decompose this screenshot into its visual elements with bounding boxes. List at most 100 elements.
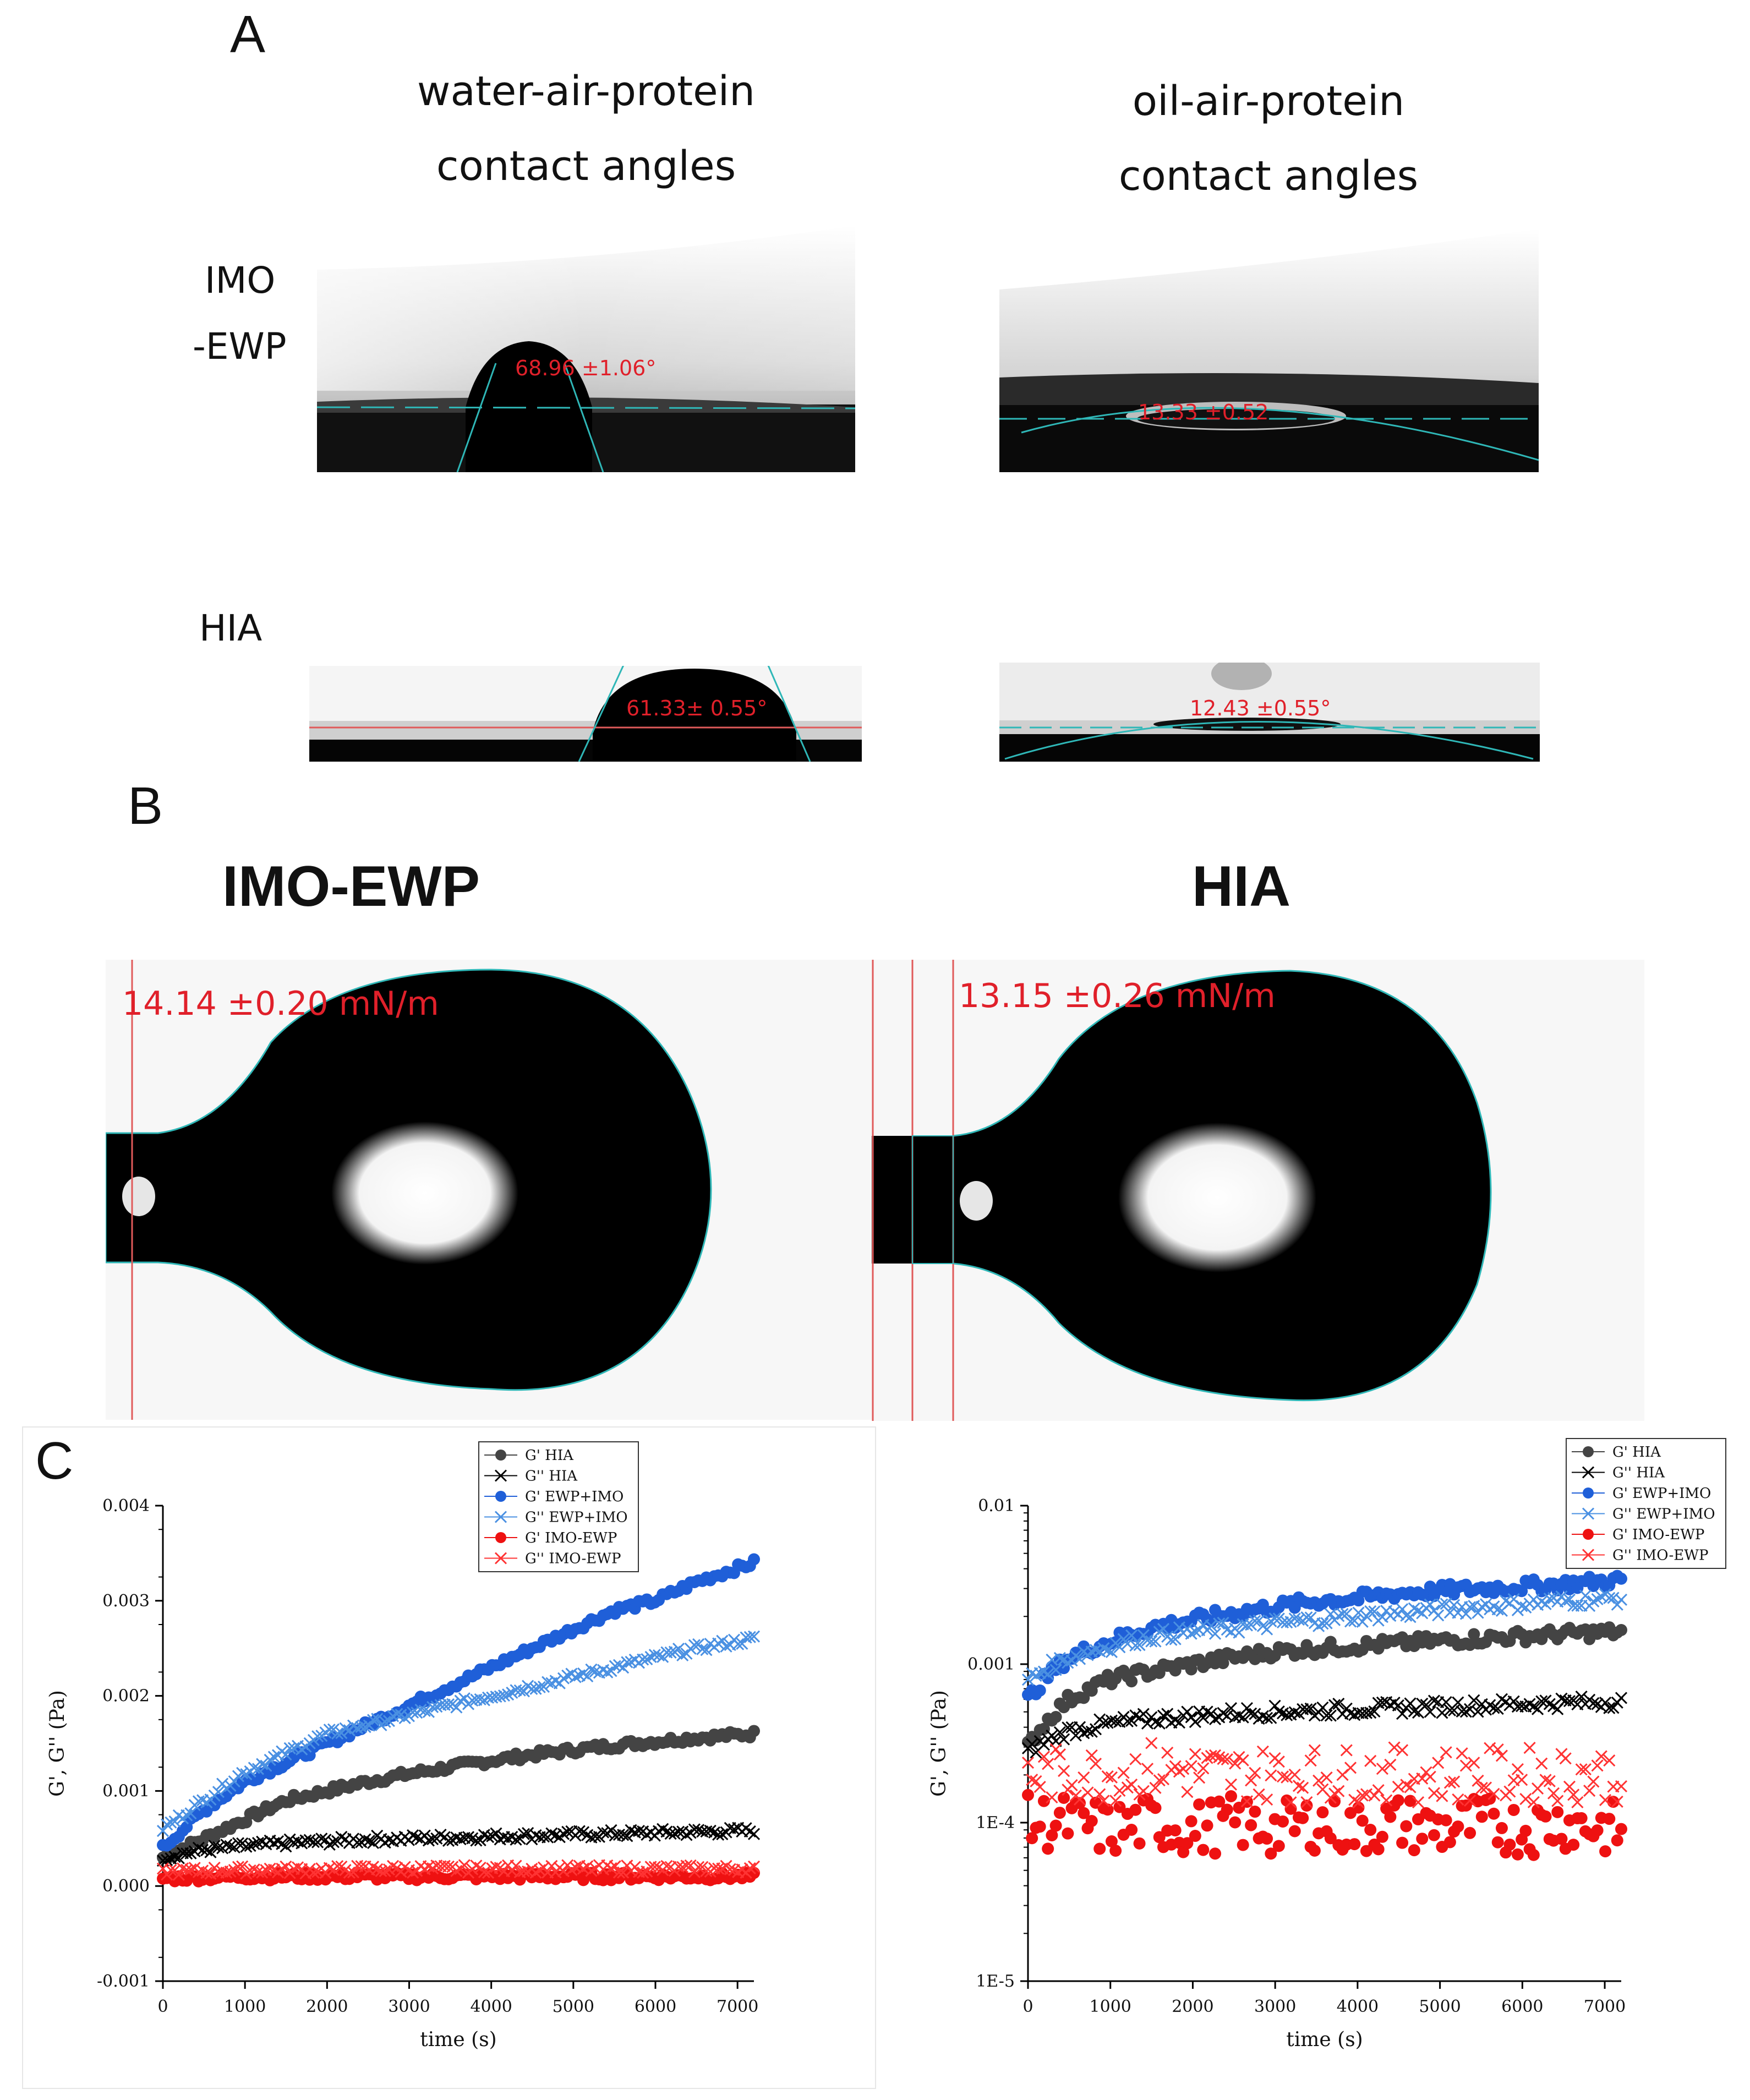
data-point [371,1713,384,1725]
legend-label: G' HIA [525,1447,574,1464]
legend-item: G'' EWP+IMO [484,1510,628,1526]
data-point [688,1639,701,1651]
data-point [700,1644,713,1656]
panel-a-letter: A [230,5,266,64]
data-point [1412,1605,1425,1617]
data-point [442,1698,455,1711]
data-point [1213,1751,1226,1764]
data-point [1440,1746,1452,1759]
data-point [716,1634,729,1647]
x-tick-label: 4000 [1337,1997,1379,2016]
data-point [1364,1754,1377,1767]
data-point [494,1690,506,1703]
data-point [1224,1778,1238,1791]
data-point [510,1860,522,1872]
data-point [1300,1611,1313,1624]
data-point [1320,1709,1333,1722]
data-point [1284,1796,1297,1809]
data-point [1344,1762,1357,1774]
data-point [1591,1759,1604,1772]
x-axis-label: time (s) [420,2028,496,2051]
data-point [1253,1788,1265,1801]
data-point [743,1862,756,1875]
data-point [1507,1695,1520,1708]
data-point [1042,1668,1054,1681]
data-point [1081,1786,1094,1799]
legend-label: G'' EWP+IMO [525,1510,628,1526]
pendant-drop-image-imo-ewp: 14.14 ±0.20 mN/m [106,960,874,1420]
data-point [1308,1844,1321,1857]
legend-label: G' IMO-EWP [1612,1527,1704,1543]
data-point [168,1815,181,1828]
data-point [1543,1698,1556,1710]
y-tick-label: 0.003 [102,1592,150,1611]
data-point [1185,1760,1197,1773]
data-point [680,1829,693,1841]
data-point [1201,1752,1213,1764]
data-point [621,1656,633,1669]
data-point [1519,1824,1532,1837]
data-point [280,1748,292,1761]
data-point [1464,1826,1476,1839]
data-point [1213,1617,1226,1630]
data-point [1193,1798,1206,1811]
data-point [1424,1705,1436,1718]
data-point [1185,1627,1197,1640]
data-point [1268,1612,1281,1625]
data-point [557,1828,570,1840]
legend-marker [495,1491,506,1502]
data-point [181,1809,193,1822]
oil-air-column-heading: oil-air-protein contact angles [1035,64,1502,214]
data-point [1133,1837,1146,1850]
data-point [1316,1806,1329,1819]
data-point [339,1722,352,1735]
data-point [1587,1697,1600,1710]
data-point [161,1818,173,1831]
data-point [1224,1790,1237,1803]
data-point [430,1700,443,1713]
legend: G' HIA G'' HIA G' EWP+IMO G'' EWP+IMO G' IMO… [1566,1438,1726,1569]
data-point [1356,1814,1369,1827]
series-0 [157,1725,760,1864]
data-point [1237,1839,1249,1851]
data-point [1189,1830,1201,1842]
data-point [1053,1651,1066,1664]
data-point [1022,1789,1034,1801]
data-point [1372,1784,1385,1797]
data-point [517,1685,530,1698]
x-tick-label: 0 [1022,1997,1033,2016]
data-point [1408,1844,1420,1857]
data-point [732,1638,745,1650]
series-1 [156,1822,761,1867]
row-label-imo-ewp: IMO -EWP [193,248,303,380]
data-point [184,1847,197,1860]
data-point [490,1827,502,1840]
data-point [617,1661,630,1674]
data-point [1400,1820,1413,1833]
series-1 [1021,1691,1628,1759]
y-tick-label: -0.001 [97,1972,150,1991]
data-point [280,1840,292,1853]
legend-label: G' EWP+IMO [1612,1485,1711,1502]
data-point [292,1861,304,1874]
data-point [264,1862,276,1875]
data-point [1261,1833,1273,1845]
data-point [1320,1771,1333,1784]
data-point [1443,1776,1456,1789]
data-point [1181,1705,1194,1718]
data-point [1129,1803,1142,1816]
heading-line-2: contact angles [1118,152,1419,200]
data-point [1217,1657,1229,1670]
data-point [1272,1705,1285,1718]
data-point [1081,1725,1094,1737]
data-point [1281,1771,1293,1784]
data-point [1141,1717,1154,1730]
chart-left: 0 1000 2000 3000 4000 5000 6000 7000 -0.001 0.000… [0,1431,875,2091]
data-point [1396,1744,1409,1757]
series-5 [156,1859,761,1881]
data-point [664,1646,677,1659]
data-point [1456,1705,1468,1718]
data-point [1308,1744,1321,1757]
data-point [1332,1785,1345,1797]
data-point [1384,1811,1397,1823]
